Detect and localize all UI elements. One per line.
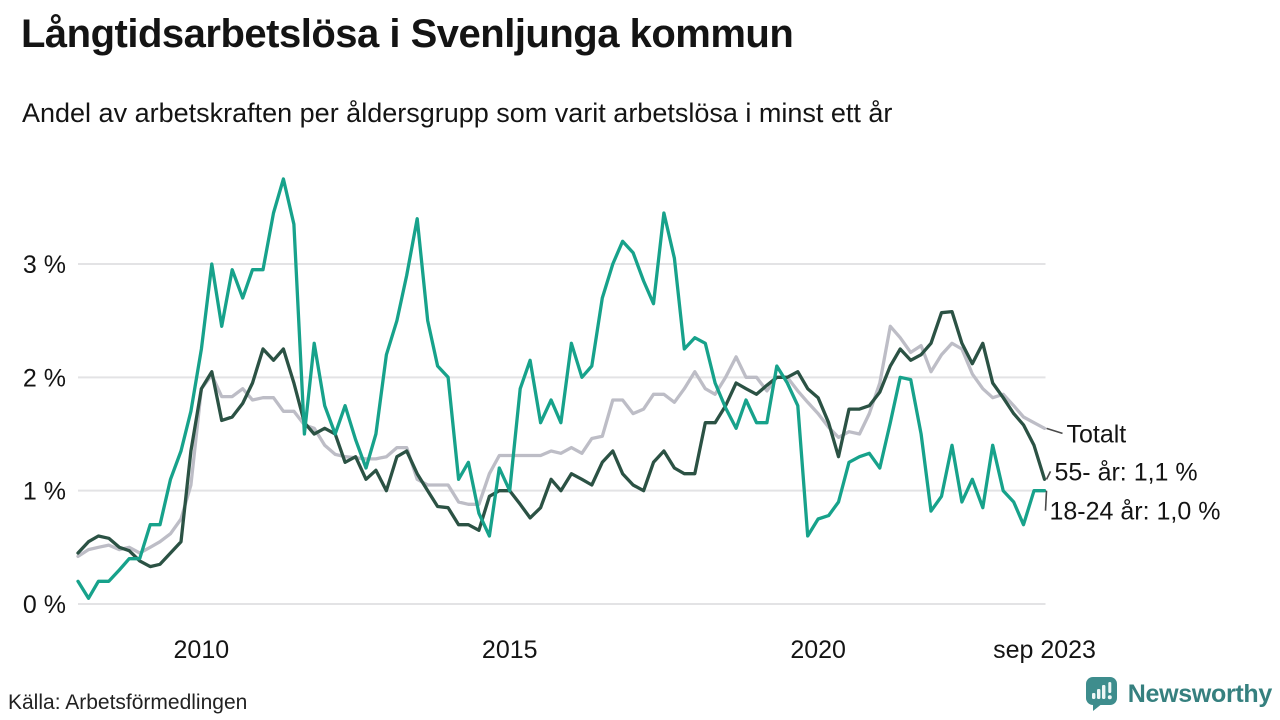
end-label-leader	[1045, 470, 1052, 480]
series-line-18-24-r	[76, 177, 1047, 600]
y-tick-label: 3 %	[23, 251, 66, 279]
x-tick-label: 2020	[790, 636, 846, 664]
source-note: Källa: Arbetsförmedlingen	[8, 691, 248, 714]
x-tick-label: 2015	[482, 636, 538, 664]
series-line-totalt	[76, 324, 1047, 559]
series-line-55-r	[76, 309, 1047, 569]
end-label-leader	[1044, 490, 1048, 511]
chart-title: Långtidsarbetslösa i Svenljunga kommun	[21, 12, 794, 56]
newsworthy-logo-text: Newsworthy	[1127, 679, 1273, 708]
series-end-label-totalt: Totalt	[1067, 420, 1127, 448]
newsworthy-logo: Newsworthy	[1083, 676, 1272, 712]
chart-subtitle: Andel av arbetskraften per åldersgrupp s…	[22, 98, 893, 128]
x-tick-label: 2010	[174, 636, 230, 664]
y-tick-label: 2 %	[23, 364, 66, 392]
x-tick-label: sep 2023	[993, 636, 1096, 664]
series-end-label-55-r: 55- år: 1,1 %	[1055, 458, 1198, 486]
newsworthy-logo-icon	[1085, 677, 1117, 711]
end-label-leader	[1046, 427, 1063, 435]
y-tick-label: 0 %	[23, 591, 66, 619]
y-tick-label: 1 %	[23, 478, 66, 506]
series-end-label-18-24-r: 18-24 år: 1,0 %	[1050, 498, 1221, 526]
